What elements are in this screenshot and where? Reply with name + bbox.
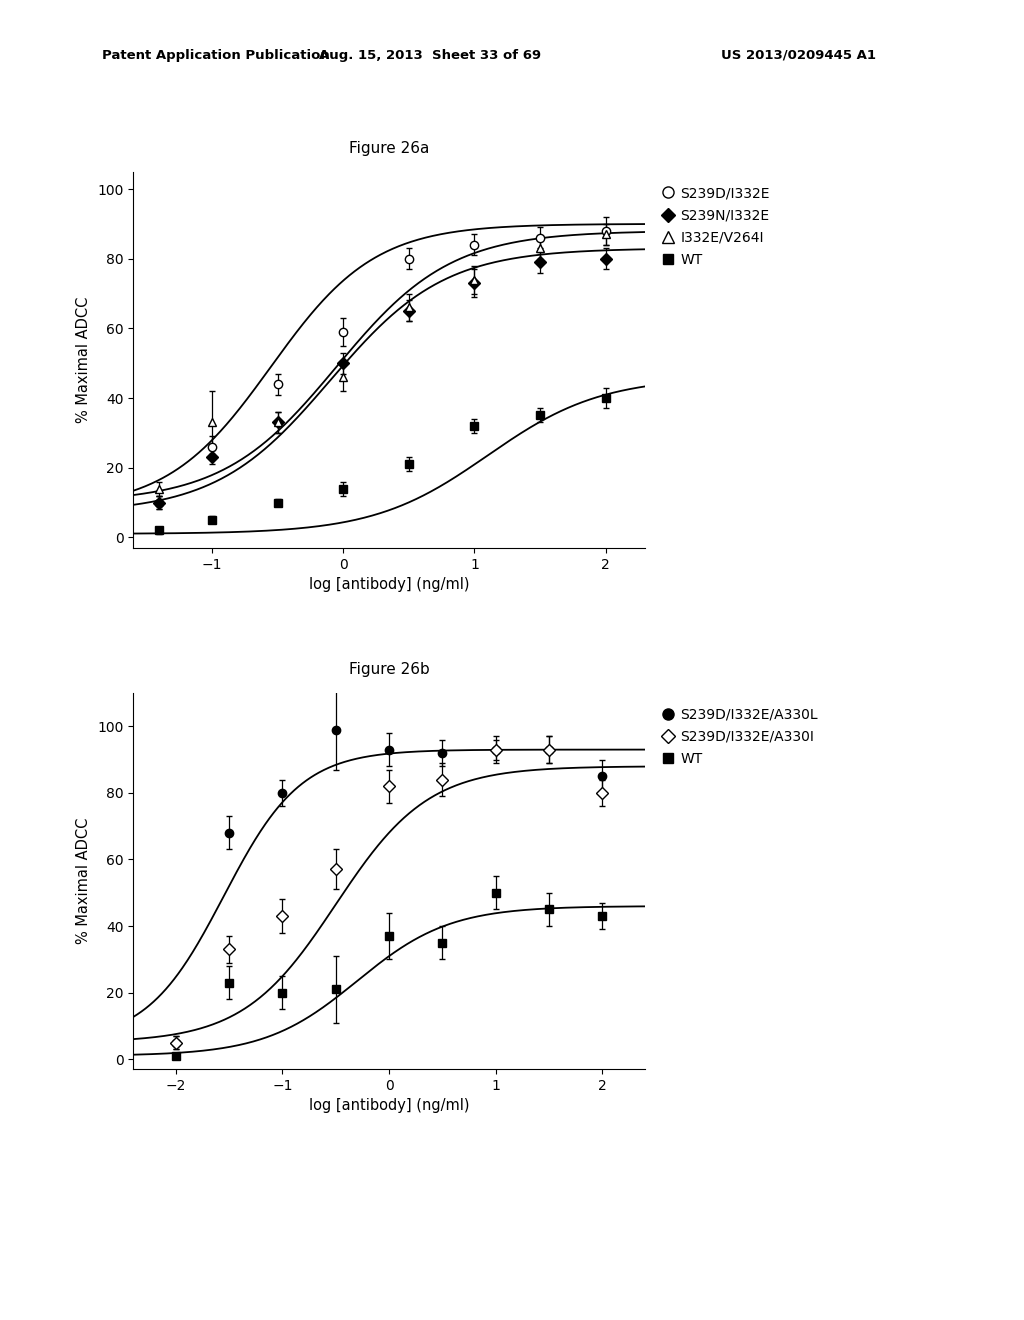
Text: Figure 26b: Figure 26b bbox=[349, 663, 429, 677]
Text: Aug. 15, 2013  Sheet 33 of 69: Aug. 15, 2013 Sheet 33 of 69 bbox=[319, 49, 541, 62]
Y-axis label: % Maximal ADCC: % Maximal ADCC bbox=[77, 297, 91, 422]
Text: Figure 26a: Figure 26a bbox=[349, 141, 429, 156]
Text: Patent Application Publication: Patent Application Publication bbox=[102, 49, 330, 62]
Legend: S239D/I332E, S239N/I332E, I332E/V264I, WT: S239D/I332E, S239N/I332E, I332E/V264I, W… bbox=[663, 186, 770, 267]
Legend: S239D/I332E/A330L, S239D/I332E/A330I, WT: S239D/I332E/A330L, S239D/I332E/A330I, WT bbox=[663, 708, 818, 766]
X-axis label: log [antibody] (ng/ml): log [antibody] (ng/ml) bbox=[309, 1098, 469, 1114]
X-axis label: log [antibody] (ng/ml): log [antibody] (ng/ml) bbox=[309, 577, 469, 593]
Y-axis label: % Maximal ADCC: % Maximal ADCC bbox=[77, 818, 91, 944]
Text: US 2013/0209445 A1: US 2013/0209445 A1 bbox=[721, 49, 877, 62]
